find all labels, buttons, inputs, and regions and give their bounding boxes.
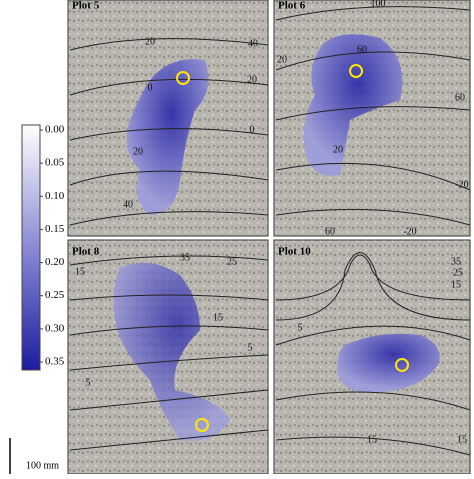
contour-label: 15 <box>213 312 223 323</box>
tick-label: 0.10 <box>45 190 65 202</box>
panel-title: Plot 6 <box>278 0 306 12</box>
colorbar <box>21 124 41 371</box>
contour-label: 5 <box>86 377 91 388</box>
marker <box>195 418 209 432</box>
contour-line <box>275 252 471 456</box>
contour-label: 60 <box>325 226 335 237</box>
contour-line <box>275 6 471 226</box>
panels <box>67 0 471 475</box>
contour-label: 20 <box>333 144 343 155</box>
tick-label: 0.05 <box>45 157 65 169</box>
tick-label: 0.35 <box>45 356 65 368</box>
contour-label: 60 <box>455 92 465 103</box>
contour-label: 5 <box>248 342 253 353</box>
contour-label: 100 <box>371 0 386 9</box>
blob <box>337 333 440 393</box>
contour-label: 35 <box>180 252 190 263</box>
blob <box>113 262 230 441</box>
tick-label: 0.00 <box>45 124 65 136</box>
contour-label: 40 <box>123 199 133 210</box>
contour-label: -20 <box>403 226 416 237</box>
contour-label: 20 <box>133 146 143 157</box>
contour-label: 60 <box>357 44 367 55</box>
panel <box>273 0 471 237</box>
contour-label: 40 <box>248 38 258 49</box>
marker <box>176 71 190 85</box>
panel-title: Plot 5 <box>72 0 100 12</box>
blob <box>126 59 209 215</box>
scale-label: 100 mm <box>26 460 59 471</box>
contour-label: 0 <box>250 124 255 135</box>
tick-label: 0.15 <box>45 223 65 235</box>
contour-label: -20 <box>455 179 468 190</box>
blob <box>303 34 403 176</box>
contour-label: 25 <box>453 267 463 278</box>
contour-label: 20 <box>247 74 257 85</box>
tick-label: 0.25 <box>45 289 65 301</box>
contour-label: 15 <box>75 266 85 277</box>
contour-label: 15 <box>367 434 377 445</box>
contour-label: 0 <box>148 82 153 93</box>
contour-label: 20 <box>145 36 155 47</box>
contour-label: 15 <box>451 279 461 290</box>
contour-label: 25 <box>227 256 237 267</box>
contour-label: 35 <box>451 256 461 267</box>
tick-label: 0.20 <box>45 256 65 268</box>
marker <box>349 64 363 78</box>
panel-title: Plot 8 <box>72 246 100 258</box>
contour-label: 5 <box>298 322 303 333</box>
contour-line <box>69 255 269 451</box>
tick-label: 0.30 <box>45 322 65 334</box>
contour-line <box>69 38 269 226</box>
contours <box>69 6 471 456</box>
contour-label: 20 <box>277 54 287 65</box>
contour-label: 15 <box>457 434 467 445</box>
marker <box>395 358 409 372</box>
panel-title: Plot 10 <box>278 246 311 258</box>
